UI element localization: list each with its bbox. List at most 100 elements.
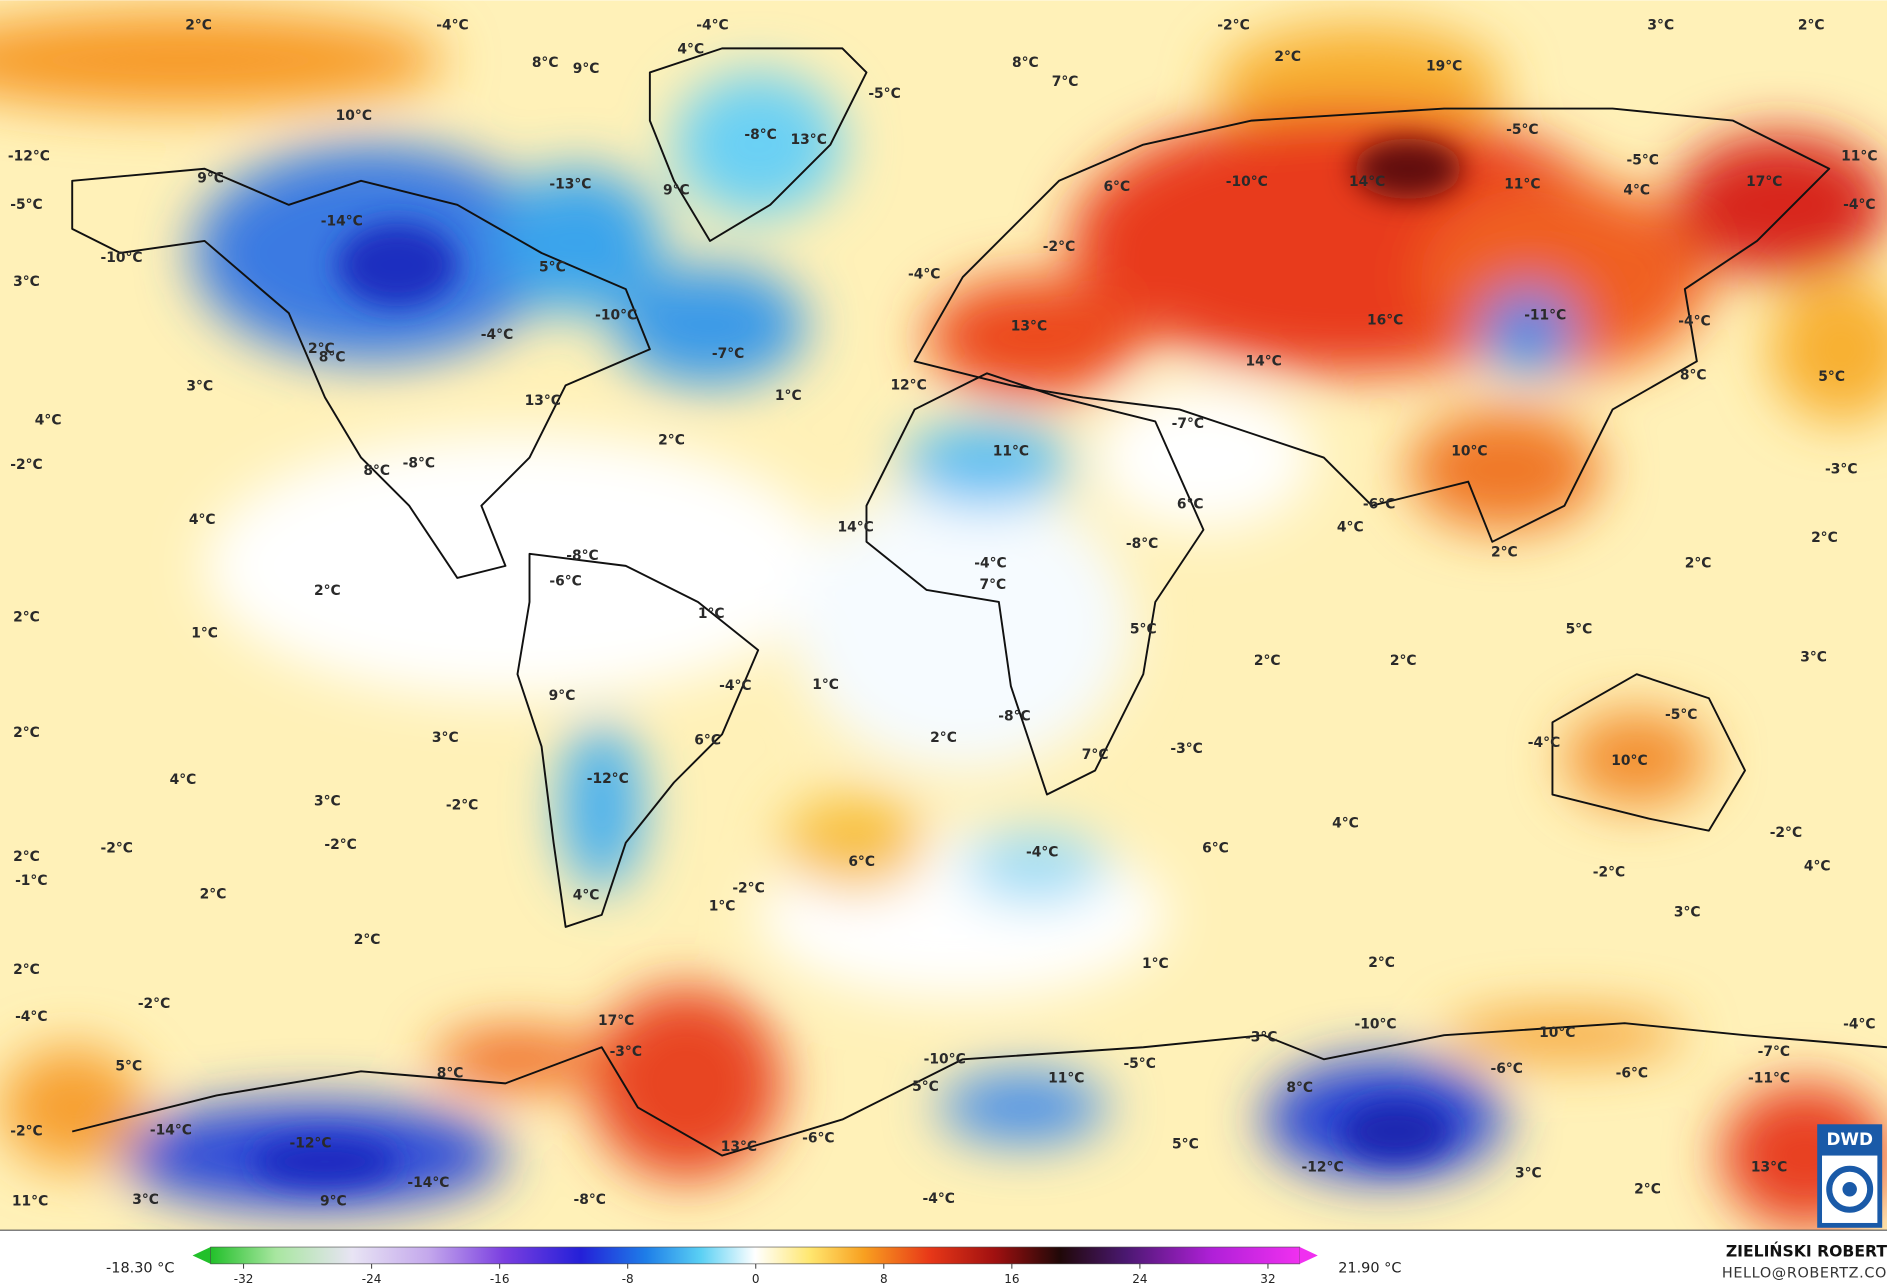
map-label: -4°C xyxy=(974,555,1006,571)
colorbar-tick-label: -8 xyxy=(622,1272,634,1286)
map-label: 3°C xyxy=(1515,1166,1542,1182)
map-label: 16°C xyxy=(1367,312,1403,328)
map-label: 5°C xyxy=(1566,622,1593,638)
map-label: 8°C xyxy=(437,1066,464,1082)
map-label: 3°C xyxy=(1674,904,1701,920)
map-field: 2°C -4°C -4°C -2°C 3°C 2°C8°C 9°C4°C8°C7°C2°C1… xyxy=(0,0,1887,1231)
map-label: -10°C xyxy=(924,1051,966,1067)
map-label: 6°C xyxy=(694,732,721,748)
map-label: -7°C xyxy=(1758,1044,1790,1060)
map-label: -4°C xyxy=(908,267,940,283)
map-label: -8°C xyxy=(998,708,1030,724)
map-label: 3°C xyxy=(186,379,213,395)
map-label: 2°C xyxy=(1634,1181,1661,1197)
map-label: -2°C xyxy=(138,996,170,1012)
map-label: 17°C xyxy=(598,1013,634,1029)
map-label: -12°C xyxy=(8,149,50,165)
map-label: 14°C xyxy=(837,519,873,535)
map-label: 4°C xyxy=(677,42,704,58)
map-label: 7°C xyxy=(979,577,1006,593)
colorbar: -18.30 °C 21.90 °C -32 -24 -16 -8 0 8 16 24 32 xyxy=(106,1246,1401,1286)
map-label: 6°C xyxy=(1103,179,1130,195)
map-label: 2°C xyxy=(13,610,40,626)
map-label: -6°C xyxy=(1490,1061,1522,1077)
map-label: 8°C xyxy=(1680,368,1707,384)
map-label: -4°C xyxy=(1843,197,1875,213)
map-label: 4°C xyxy=(189,512,216,528)
map-label: -10°C xyxy=(101,250,143,266)
map-label: -5°C xyxy=(868,86,900,102)
map-label: 11°C xyxy=(12,1193,48,1209)
map-label: 2°C xyxy=(1390,653,1417,669)
map-label: 1°C xyxy=(698,606,725,622)
map-label: 14°C xyxy=(1245,353,1281,369)
map-label: 8°C xyxy=(1286,1080,1313,1096)
colorbar-tick-label: 8 xyxy=(880,1272,888,1286)
map-label: 2°C xyxy=(13,849,40,865)
map-label: 13°C xyxy=(525,393,561,409)
map-label: -7°C xyxy=(712,346,744,362)
map-label: 1°C xyxy=(1142,956,1169,972)
map-label: 3°C xyxy=(314,794,341,810)
map-label: -2°C xyxy=(324,837,356,853)
map-label: -8°C xyxy=(744,127,776,143)
map-label: 6°C xyxy=(1202,841,1229,857)
map-label: 10°C xyxy=(336,108,372,124)
map-label: -5°C xyxy=(1626,152,1658,168)
coastlines xyxy=(71,47,1887,1157)
map-label: -4°C xyxy=(15,1009,47,1025)
map-label: -10°C xyxy=(1355,1016,1397,1032)
map-label: 5°C xyxy=(1818,369,1845,385)
map-label: 6°C xyxy=(848,854,875,870)
map-label: -8°C xyxy=(403,456,435,472)
map-label: 8°C xyxy=(319,350,346,366)
map-label: -2°C xyxy=(1593,865,1625,881)
map-label: 2°C xyxy=(354,932,381,948)
map-label: -7°C xyxy=(1172,416,1204,432)
map-label: 4°C xyxy=(35,412,62,428)
map-label: 9°C xyxy=(320,1193,347,1209)
map-label: 2°C xyxy=(185,18,212,34)
map-label: 2°C xyxy=(314,583,341,599)
map-label: -14°C xyxy=(321,214,363,230)
contact: HELLO@ROBERTZ.CO xyxy=(1722,1266,1887,1282)
map-label: 2°C xyxy=(308,341,335,357)
map-label: -4°C xyxy=(922,1191,954,1207)
map-label: 5°C xyxy=(539,259,566,275)
map-label: 5°C xyxy=(115,1059,142,1075)
map-label: 4°C xyxy=(1337,519,1364,535)
map-label: -8°C xyxy=(566,548,598,564)
map-label: -4°C xyxy=(436,18,468,34)
map-label: 2°C xyxy=(200,886,227,902)
logo-text: DWD xyxy=(1826,1129,1873,1149)
map-label: 10°C xyxy=(1539,1025,1575,1041)
map-label: -8°C xyxy=(573,1192,605,1208)
map-label: 3°C xyxy=(13,274,40,290)
map-label: -14°C xyxy=(150,1122,192,1138)
map-label: 10°C xyxy=(1611,753,1647,769)
dwd-logo: DWD xyxy=(1817,1124,1883,1228)
map-label: -14°C xyxy=(407,1175,449,1191)
map-label: -12°C xyxy=(1302,1160,1344,1176)
map-label: 2°C xyxy=(1798,18,1825,34)
map-label: -4°C xyxy=(481,327,513,343)
map-label: -11°C xyxy=(1524,308,1566,324)
map-label: -5°C xyxy=(10,197,42,213)
map-label: 2°C xyxy=(658,433,685,449)
map-label: -13°C xyxy=(549,176,591,192)
map-label: 2°C xyxy=(1685,555,1712,571)
map-label: 10°C xyxy=(1451,444,1487,460)
map-label: 3°C xyxy=(132,1192,159,1208)
map-label: 1°C xyxy=(709,898,736,914)
colorbar-tick-label: 32 xyxy=(1260,1272,1275,1286)
map-label: 2°C xyxy=(1254,653,1281,669)
map-label: -10°C xyxy=(595,308,637,324)
colorbar-tick-label: -24 xyxy=(362,1272,382,1286)
map-label: 14°C xyxy=(1349,174,1385,190)
map-label: 9°C xyxy=(549,688,576,704)
map-label: 1°C xyxy=(191,625,218,641)
map-label: 3°C xyxy=(1800,649,1827,665)
map-label: -1°C xyxy=(15,873,47,889)
map-label: 2°C xyxy=(1274,49,1301,65)
